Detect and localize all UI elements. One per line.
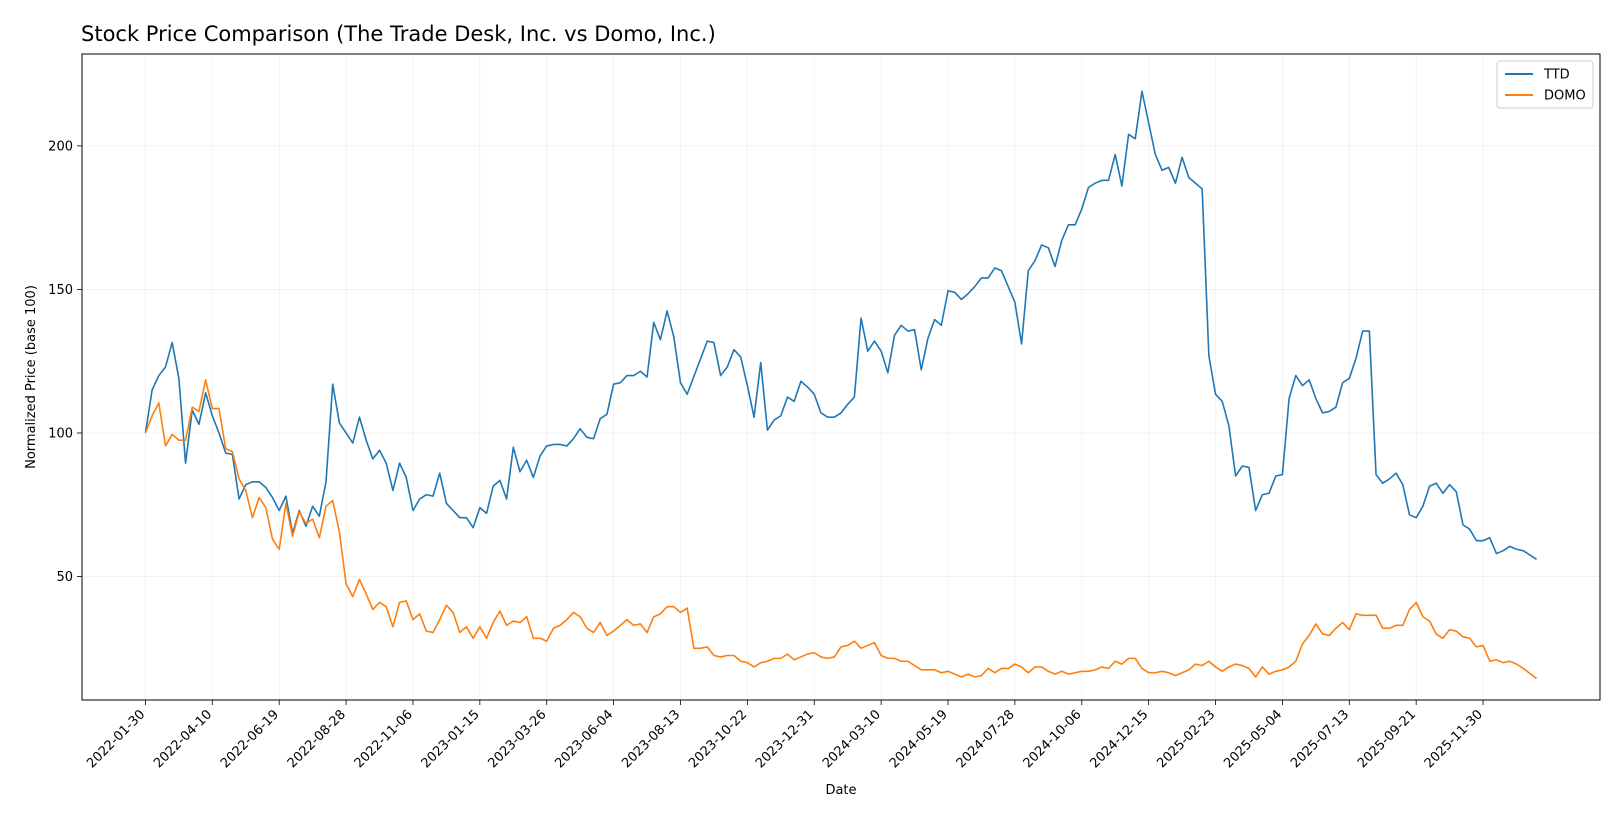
chart-title: Stock Price Comparison (The Trade Desk, … <box>81 22 716 46</box>
y-tick-label: 150 <box>48 283 73 298</box>
x-tick-label: 2023-10-22 <box>686 707 750 771</box>
grid <box>82 54 1600 700</box>
x-tick-label: 2022-04-10 <box>151 707 215 771</box>
legend-domo-label: DOMO <box>1544 89 1586 104</box>
y-tick-label: 100 <box>48 426 73 441</box>
legend-box <box>1496 60 1594 109</box>
x-tick-label: 2023-12-31 <box>753 707 817 771</box>
x-axis-label: Date <box>825 783 856 798</box>
x-tick-label: 2022-08-28 <box>285 707 349 771</box>
x-tick-label: 2023-01-15 <box>419 707 483 771</box>
x-tick-label: 2022-06-19 <box>218 707 282 771</box>
x-tick-label: 2024-05-19 <box>887 707 951 771</box>
series-layer <box>144 90 1538 680</box>
x-tick-label: 2025-05-04 <box>1221 707 1285 771</box>
x-tick-label: 2023-03-26 <box>486 707 550 771</box>
series-line-ttd <box>144 90 1537 560</box>
x-tick-label: 2023-08-13 <box>619 707 683 771</box>
x-tick-label: 2025-11-30 <box>1422 707 1486 771</box>
x-tick-label: 2023-06-04 <box>552 707 616 771</box>
x-axis: 2022-01-30 2022-04-10 2022-06-19 2022-08-28… <box>84 700 1486 771</box>
legend-ttd-label: TTD <box>1543 68 1570 83</box>
y-tick-label: 200 <box>48 139 73 154</box>
x-tick-label: 2025-02-23 <box>1154 707 1218 771</box>
x-tick-label: 2024-03-10 <box>820 707 884 771</box>
legend: TTD DOMO <box>1496 60 1594 109</box>
x-tick-label: 2024-07-28 <box>954 707 1018 771</box>
y-tick-label: 50 <box>56 570 73 585</box>
x-tick-label: 2025-09-21 <box>1355 707 1419 771</box>
x-tick-label: 2024-10-06 <box>1021 707 1085 771</box>
x-tick-label: 2022-11-06 <box>352 707 416 771</box>
series-line-domo <box>144 379 1538 680</box>
y-axis: 50 100 150 200 <box>48 139 82 585</box>
x-tick-label: 2025-07-13 <box>1288 707 1352 771</box>
x-tick-label: 2022-01-30 <box>84 707 148 771</box>
x-tick-label: 2024-12-15 <box>1087 707 1151 771</box>
plot-area-frame <box>81 53 1601 701</box>
y-axis-label: Normalized Price (base 100) <box>24 285 39 469</box>
